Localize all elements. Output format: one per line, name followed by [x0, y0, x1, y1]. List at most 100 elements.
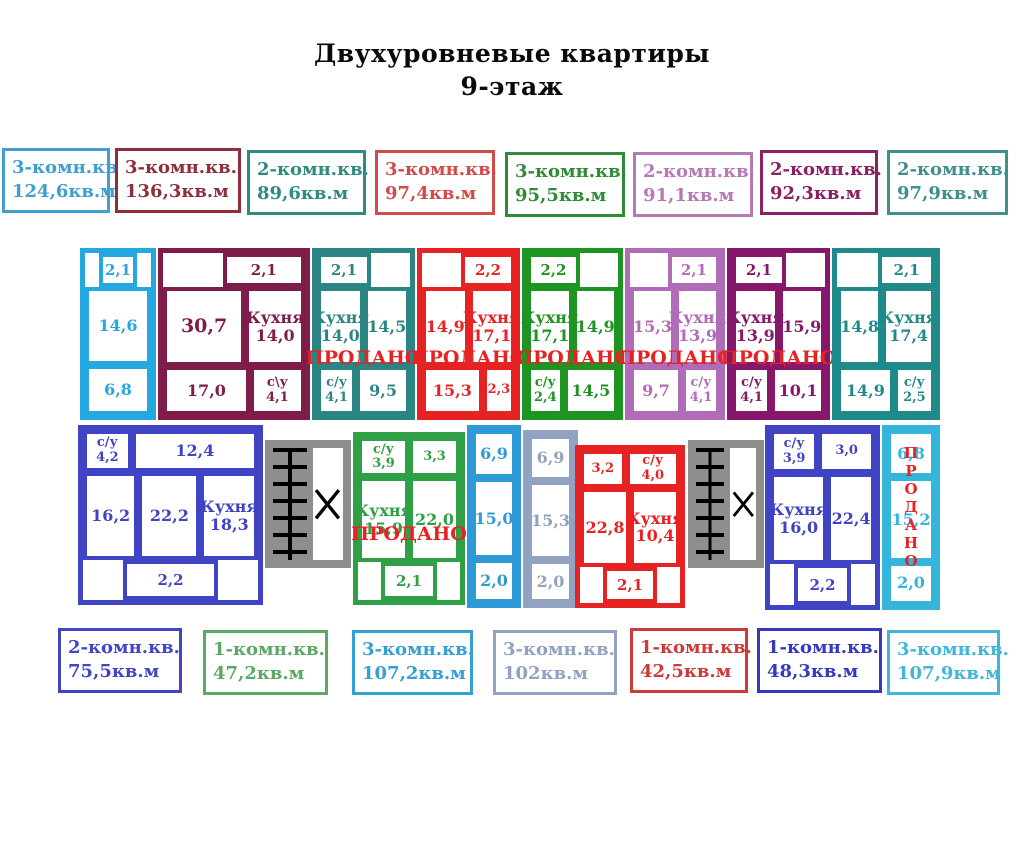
room: 22,4: [827, 473, 875, 565]
legend-item: 1-комн.кв. 48,3кв.м: [757, 628, 882, 693]
room: 15,9: [778, 287, 825, 367]
balcony: 2,2: [461, 253, 515, 287]
stair-core: [265, 440, 351, 568]
room: 2,0: [472, 559, 516, 603]
balcony: 2,1: [222, 253, 305, 287]
legend-item: 3-комн.кв. 102кв.м: [493, 630, 617, 695]
room-kitchen: Кухня 16,0: [770, 473, 828, 565]
legend-area: 48,3кв.м: [767, 661, 859, 683]
elevator-icon: [730, 448, 756, 560]
room: 12,4: [131, 430, 258, 472]
title-line2: 9-этаж: [460, 71, 564, 101]
legend-type: 2-комн.кв.: [770, 159, 882, 180]
legend-type: 1-комн.кв.: [213, 639, 325, 660]
legend-area: 89,6кв.м: [257, 183, 349, 205]
balcony: 2,1: [98, 253, 138, 287]
apartment-107-2: 6,9 15,0 2,0: [467, 425, 521, 608]
apartment-89-6: 2,1 Кухня 14,0 14,5 с/у 4,1 9,5 ПРОДАНО: [306, 248, 421, 420]
room: 14,9: [422, 287, 469, 367]
room-kitchen: Кухня 14,0: [311, 287, 369, 367]
legend-area: 102кв.м: [503, 663, 588, 685]
legend-area: 107,2кв.м: [362, 663, 466, 685]
room-kitchen: Кухня 10,4: [626, 487, 684, 568]
apartment-92-3: 2,1 Кухня 13,9 15,9 с/у 4,1 10,1 ПРОДАНО: [721, 248, 836, 420]
balcony: 2,1: [667, 253, 720, 287]
legend-item: 3-комн.кв. 95,5кв.м: [505, 152, 627, 217]
room: 6,9: [472, 430, 516, 478]
room-bathroom: с/у 2,5: [893, 366, 935, 415]
apartment-124-6: 2,1 14,6 6,8: [80, 248, 156, 420]
room: 2,2: [794, 564, 851, 605]
room: 9,7: [630, 366, 682, 415]
room: 14,5: [563, 366, 618, 415]
apartment-95-5: 2,2 Кухня 17,1 14,9 с/у 2,4 14,5 ПРОДАНО: [515, 248, 631, 420]
room: 22,8: [580, 487, 630, 568]
stair-core: [688, 440, 764, 568]
room: 6,9: [528, 435, 573, 482]
legend-area: 107,9кв.м: [897, 663, 1001, 685]
room-kitchen: Кухня 17,4: [880, 287, 937, 367]
room-bathroom: с/у 2,4: [527, 366, 564, 415]
staircase-icon: [696, 448, 725, 560]
legend-area: 42,5кв.м: [640, 661, 732, 683]
legend-type: 3-комн.кв.: [12, 157, 124, 178]
room: 15,3: [630, 287, 675, 367]
legend-type: 3-комн.кв.: [515, 161, 627, 182]
legend-item: 1-комн.кв. 42,5кв.м: [630, 628, 752, 693]
legend-area: 97,4кв.м: [385, 183, 477, 205]
apartment-42-5: 3,2 с/у 4,0 22,8 Кухня 10,4 2,1: [575, 445, 685, 608]
room: 3,3: [409, 437, 460, 478]
room: 10,1: [771, 366, 825, 415]
legend-type: 2-комн.кв.: [257, 159, 369, 180]
room: 22,0: [409, 477, 460, 562]
legend-type: 3-комн.кв.: [362, 639, 474, 660]
room-kitchen: Кухня 13,9: [669, 287, 726, 367]
legend-item: 3-комн.кв. 97,4кв.м: [375, 150, 497, 215]
room: 2,1: [603, 567, 657, 603]
room: 22,2: [138, 471, 201, 561]
room: 3,0: [818, 430, 875, 474]
legend-area: 91,1кв.м: [643, 185, 735, 207]
room-bathroom: с/у 4,1: [682, 366, 720, 415]
room: 3,2: [580, 450, 626, 488]
room: 2,0: [528, 560, 573, 603]
room-bathroom: с/у 3,9: [358, 437, 409, 478]
room: 14,9: [572, 287, 618, 367]
apartment-91-1: 2,1 15,3 Кухня 13,9 9,7 с/у 4,1 ПРОДАНО: [618, 248, 734, 420]
room-bathroom: с/у 3,9: [770, 430, 819, 474]
room: 15,3: [422, 366, 483, 415]
floor-plan: 2,1 14,6 6,8 2,1 30,7 Кухня 14,0 17,0 с\…: [75, 240, 945, 612]
room: 2,3: [482, 366, 515, 415]
legend-type: 1-комн.кв.: [767, 637, 879, 658]
legend-item: 2-комн.кв. 75,5кв.м: [58, 628, 182, 693]
legend-area: 95,5кв.м: [515, 185, 607, 207]
legend-type: 2-комн.кв.: [68, 637, 180, 658]
apartment-136-3: 2,1 30,7 Кухня 14,0 17,0 с\у 4,1: [158, 248, 310, 420]
legend-item: 2-комн.кв. 89,6кв.м: [247, 150, 369, 215]
apartment-47-2: с/у 3,9 3,3 Кухня 15,9 22,0 2,1 ПРОДАНО: [351, 432, 467, 605]
legend-item: 3-комн.кв. 136,3кв.м: [115, 148, 241, 213]
balcony: 2,1: [732, 253, 786, 287]
room: 2,0: [887, 561, 935, 605]
balcony: 2,1: [878, 253, 935, 287]
room: 2,1: [381, 561, 437, 600]
room: 14,9: [837, 366, 894, 415]
legend-item: 3-комн.кв. 124,6кв.м: [2, 148, 124, 213]
apartment-97-9: 2,1 14,8 Кухня 17,4 14,9 с/у 2,5: [832, 248, 940, 420]
balcony: 2,1: [317, 253, 371, 287]
legend-area: 75,5кв.м: [68, 661, 160, 683]
legend-area: 136,3кв.м: [125, 181, 229, 203]
room-kitchen: Кухня 17,1: [463, 287, 521, 367]
legend-type: 3-комн.кв.: [897, 639, 1009, 660]
legend-area: 124,6кв.м: [12, 181, 116, 203]
room: 17,0: [163, 366, 250, 415]
elevator-icon: [312, 448, 343, 560]
legend-type: 3-комн.кв.: [503, 639, 615, 660]
room-bathroom: с/у 4,1: [732, 366, 772, 415]
balcony: 2,2: [527, 253, 580, 287]
apartment-97-4: 2,2 14,9 Кухня 17,1 15,3 2,3 ПРОДАНО: [411, 248, 526, 420]
page-title: Двухуровневые квартиры 9-этаж: [0, 38, 1024, 103]
legend-type: 1-комн.кв.: [640, 637, 752, 658]
room: 2,2: [123, 560, 218, 600]
apartment-102: 6,9 15,3 2,0: [523, 430, 578, 608]
